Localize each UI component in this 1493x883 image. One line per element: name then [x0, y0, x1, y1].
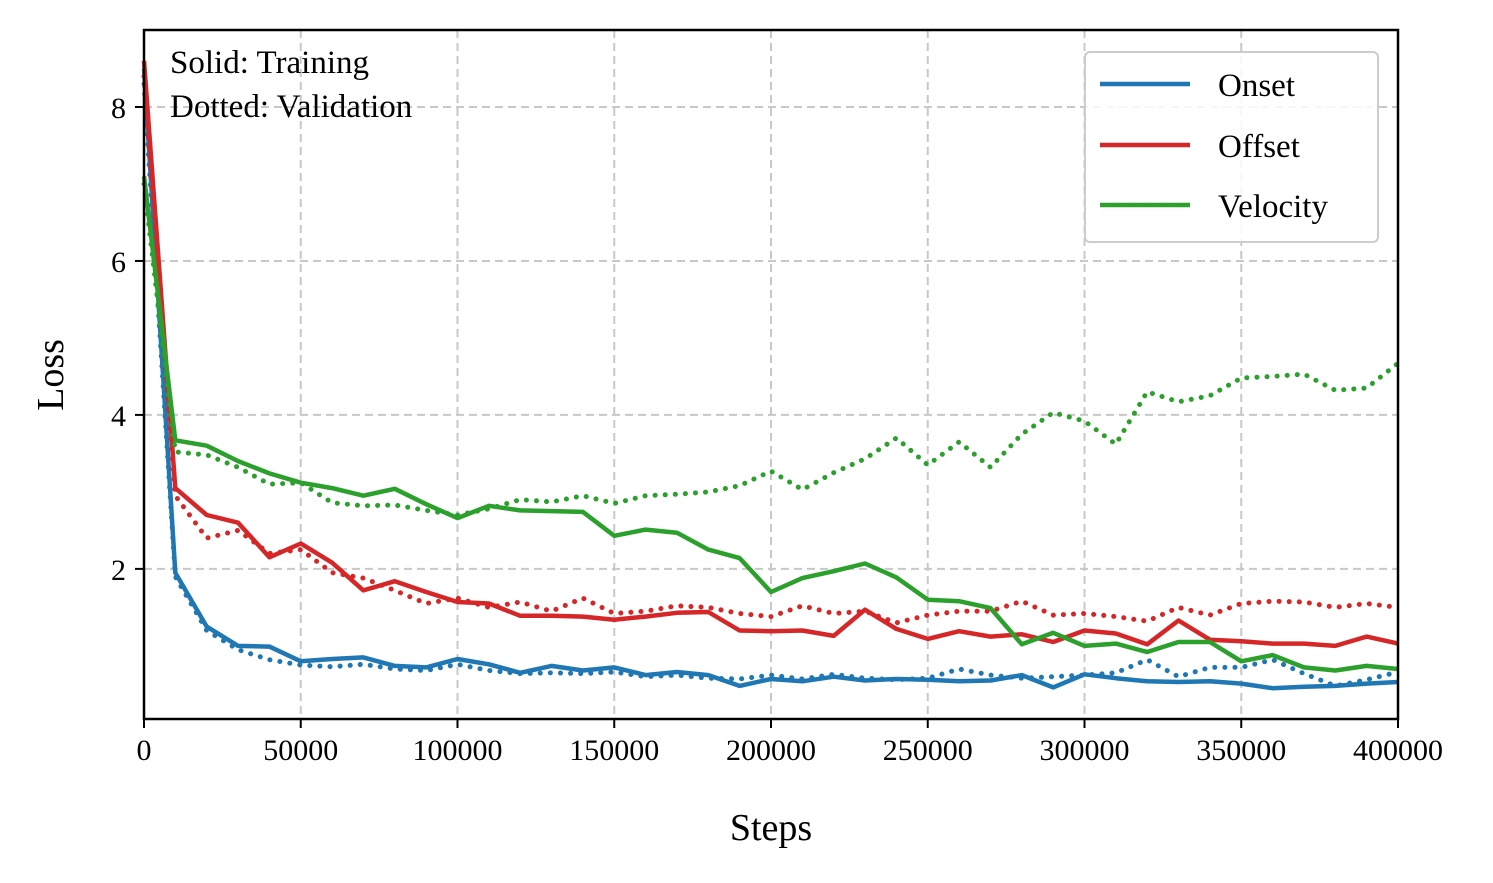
series-line-velocity-validation	[141, 181, 1401, 518]
series-line-offset-training	[141, 60, 1399, 649]
y-tick-label: 8	[111, 92, 126, 125]
series-line-onset-training	[141, 68, 1399, 691]
axis-ticks: 0 50000 100000 150000 200000 250000 300000 3500…	[111, 92, 1443, 767]
x-tick-label: 0	[137, 734, 152, 767]
legend-label-offset: Offset	[1218, 129, 1300, 165]
x-tick-label: 150000	[569, 734, 659, 767]
legend-label-onset: Onset	[1218, 68, 1295, 104]
series-line-offset-validation	[141, 73, 1401, 626]
legend-box	[1084, 51, 1379, 243]
series-lines	[141, 60, 1401, 691]
x-tick-label: 100000	[413, 734, 503, 767]
annotation-training: Solid: Training	[170, 45, 369, 81]
x-tick-label: 50000	[263, 734, 338, 767]
x-tick-label: 200000	[726, 734, 816, 767]
y-tick-label: 2	[111, 554, 126, 587]
y-tick-label: 4	[111, 400, 126, 433]
series-line-onset-validation	[141, 81, 1401, 689]
x-tick-label: 400000	[1353, 734, 1443, 767]
x-axis-label: Steps	[730, 807, 812, 849]
annotation-validation: Dotted: Validation	[170, 89, 412, 125]
x-tick-label: 250000	[883, 734, 973, 767]
series-line-velocity-training	[141, 176, 1399, 673]
x-tick-label: 300000	[1040, 734, 1130, 767]
legend: Onset Offset Velocity	[1084, 51, 1379, 243]
y-axis-label: Loss	[30, 339, 72, 411]
x-tick-label: 350000	[1196, 734, 1286, 767]
y-tick-label: 6	[111, 246, 126, 279]
legend-label-velocity: Velocity	[1218, 189, 1328, 225]
